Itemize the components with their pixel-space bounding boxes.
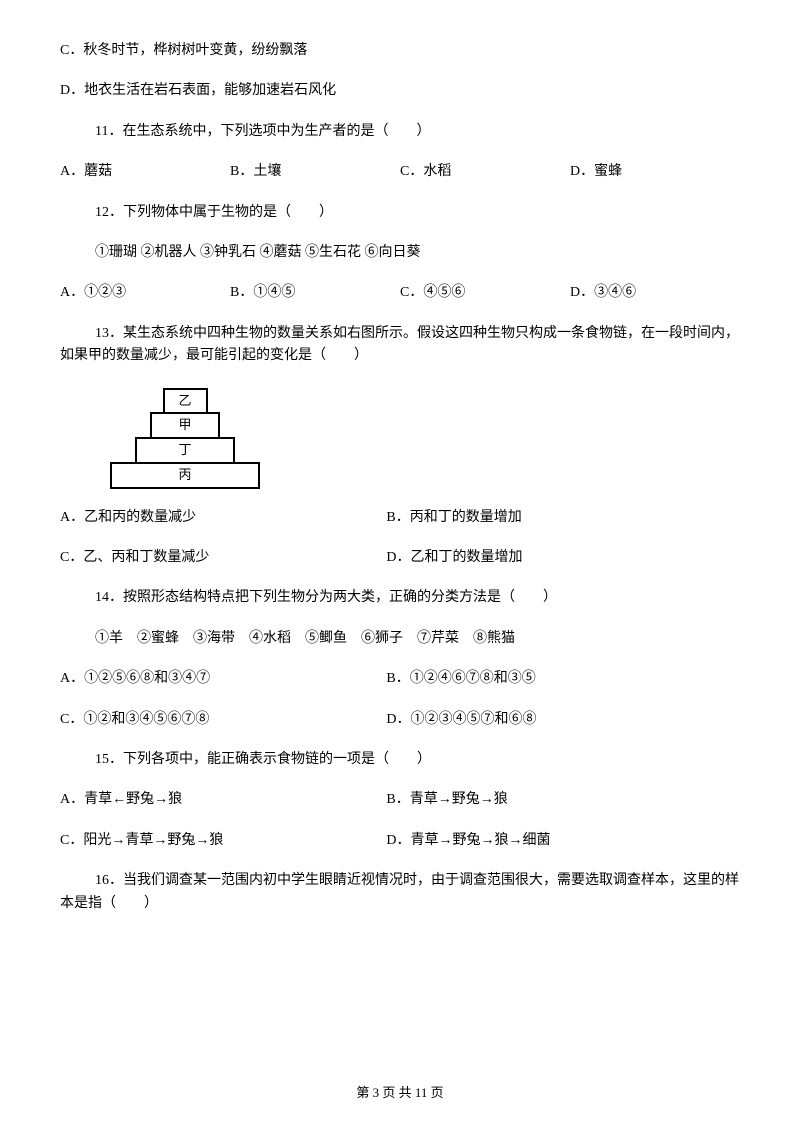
q15-stem: 15．下列各项中，能正确表示食物链的一项是（ ） xyxy=(60,749,740,771)
q14-list: ①羊 ②蜜蜂 ③海带 ④水稻 ⑤鲫鱼 ⑥狮子 ⑦芹菜 ⑧熊猫 xyxy=(60,628,740,650)
q13-opt-a: A．乙和丙的数量减少 xyxy=(60,507,386,529)
q13-stem: 13．某生态系统中四种生物的数量关系如右图所示。假设这四种生物只构成一条食物链，… xyxy=(60,323,740,368)
q13-opt-d: D．乙和丁的数量增加 xyxy=(386,547,740,569)
q13-opt-c: C．乙、丙和丁数量减少 xyxy=(60,547,386,569)
q11-opt-a: A．蘑菇 xyxy=(60,161,230,183)
q15-options-row1: A．青草←野兔→狼 B．青草→野兔→狼 xyxy=(60,789,740,811)
q13-options-row2: C．乙、丙和丁数量减少 D．乙和丁的数量增加 xyxy=(60,547,740,569)
q13-pyramid-diagram: 乙 甲 丁 丙 xyxy=(100,388,270,487)
q15-opt-d: D．青草→野兔→狼→细菌 xyxy=(386,830,740,852)
q11-opt-d: D．蜜蜂 xyxy=(570,161,740,183)
q12-list: ①珊瑚 ②机器人 ③钟乳石 ④蘑菇 ⑤生石花 ⑥向日葵 xyxy=(60,242,740,264)
pyramid-level-0: 乙 xyxy=(163,388,208,415)
pyramid-level-2: 丁 xyxy=(135,437,235,464)
q12-opt-b: B．①④⑤ xyxy=(230,282,400,304)
prev-option-c: C．秋冬时节，桦树树叶变黄，纷纷飘落 xyxy=(60,40,740,62)
q13-options-row1: A．乙和丙的数量减少 B．丙和丁的数量增加 xyxy=(60,507,740,529)
q12-opt-c: C．④⑤⑥ xyxy=(400,282,570,304)
q11-stem: 11．在生态系统中，下列选项中为生产者的是（ ） xyxy=(60,121,740,143)
page-footer: 第 3 页 共 11 页 xyxy=(0,1083,800,1104)
prev-option-d: D．地衣生活在岩石表面，能够加速岩石风化 xyxy=(60,80,740,102)
q11-opt-b: B．土壤 xyxy=(230,161,400,183)
q11-opt-c: C．水稻 xyxy=(400,161,570,183)
q15-opt-c: C．阳光→青草→野兔→狼 xyxy=(60,830,386,852)
q12-stem: 12．下列物体中属于生物的是（ ） xyxy=(60,202,740,224)
q15-opt-a: A．青草←野兔→狼 xyxy=(60,789,386,811)
q12-options: A．①②③ B．①④⑤ C．④⑤⑥ D．③④⑥ xyxy=(60,282,740,304)
q14-options-row1: A．①②⑤⑥⑧和③④⑦ B．①②④⑥⑦⑧和③⑤ xyxy=(60,668,740,690)
q13-opt-b: B．丙和丁的数量增加 xyxy=(386,507,740,529)
q14-stem: 14．按照形态结构特点把下列生物分为两大类，正确的分类方法是（ ） xyxy=(60,587,740,609)
q15-options-row2: C．阳光→青草→野兔→狼 D．青草→野兔→狼→细菌 xyxy=(60,830,740,852)
pyramid-level-1: 甲 xyxy=(150,412,220,439)
q12-opt-a: A．①②③ xyxy=(60,282,230,304)
q14-opt-a: A．①②⑤⑥⑧和③④⑦ xyxy=(60,668,386,690)
pyramid-level-3: 丙 xyxy=(110,462,260,489)
q14-opt-c: C．①②和③④⑤⑥⑦⑧ xyxy=(60,709,386,731)
q15-opt-b: B．青草→野兔→狼 xyxy=(386,789,740,811)
q14-options-row2: C．①②和③④⑤⑥⑦⑧ D．①②③④⑤⑦和⑥⑧ xyxy=(60,709,740,731)
q16-stem: 16．当我们调查某一范围内初中学生眼睛近视情况时，由于调查范围很大，需要选取调查… xyxy=(60,870,740,915)
q12-opt-d: D．③④⑥ xyxy=(570,282,740,304)
q14-opt-b: B．①②④⑥⑦⑧和③⑤ xyxy=(386,668,740,690)
q14-opt-d: D．①②③④⑤⑦和⑥⑧ xyxy=(386,709,740,731)
q11-options: A．蘑菇 B．土壤 C．水稻 D．蜜蜂 xyxy=(60,161,740,183)
